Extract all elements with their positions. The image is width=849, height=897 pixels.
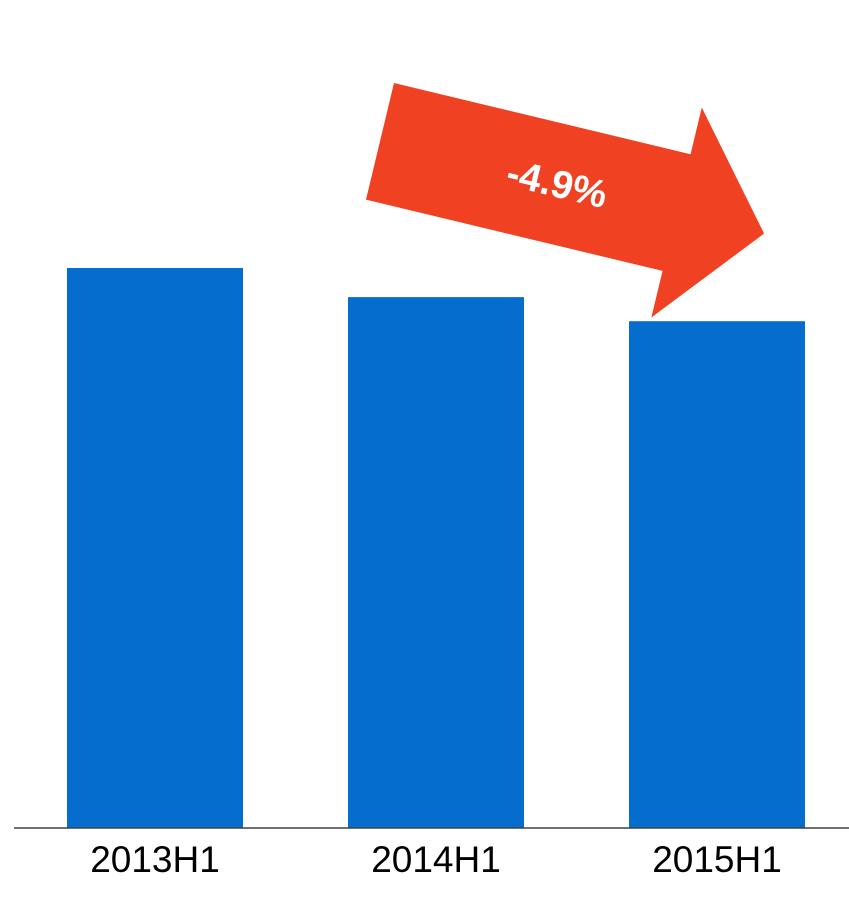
bars-group [67, 268, 805, 828]
x-tick-label-2014H1: 2014H1 [371, 839, 501, 880]
x-tick-label-2015H1: 2015H1 [652, 839, 782, 880]
change-annotation: -4.9% [365, 83, 765, 318]
x-tick-labels: 2013H1 2014H1 2015H1 [90, 839, 782, 880]
bar-2015H1 [629, 321, 805, 828]
bar-2014H1 [348, 297, 524, 828]
bar-2013H1 [67, 268, 243, 828]
x-tick-label-2013H1: 2013H1 [90, 839, 220, 880]
down-right-arrow-icon [365, 83, 765, 318]
